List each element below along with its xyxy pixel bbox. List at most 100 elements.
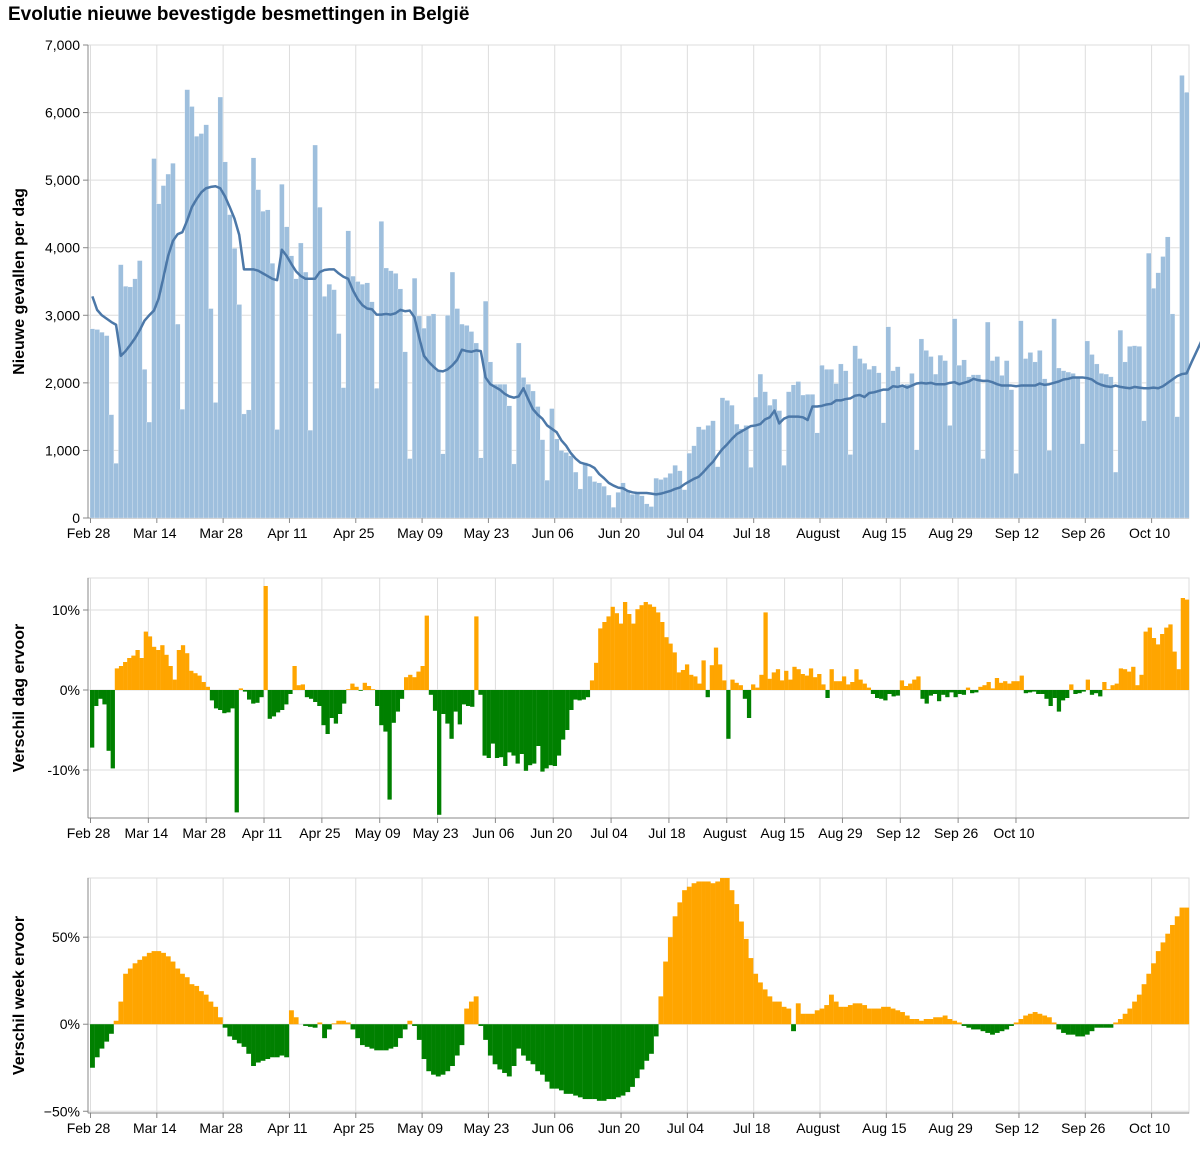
- positive-bar: [734, 904, 740, 1025]
- negative-bar: [454, 1024, 460, 1056]
- negative-bar: [337, 690, 343, 714]
- positive-bar: [1113, 1022, 1119, 1025]
- daily-bar: [1070, 373, 1076, 519]
- positive-bar: [160, 645, 165, 690]
- negative-bar: [358, 690, 363, 691]
- average-line: [91, 184, 1200, 496]
- daily-bar: [231, 248, 238, 519]
- x-tick-label: Mar 28: [182, 825, 226, 841]
- positive-bar: [205, 686, 210, 690]
- x-tick-label: Jul 04: [667, 1120, 705, 1136]
- negative-bar: [399, 690, 405, 699]
- negative-bar: [511, 690, 516, 756]
- positive-bar: [829, 669, 834, 690]
- daily-bar: [710, 420, 716, 519]
- daily-bar: [383, 267, 389, 519]
- positive-bar: [772, 1001, 778, 1025]
- negative-bar: [499, 690, 504, 758]
- x-tick-label: Oct 10: [1129, 525, 1170, 541]
- negative-bar: [568, 1024, 574, 1094]
- negative-bar: [308, 690, 314, 699]
- daily-bar: [1008, 389, 1015, 519]
- daily-bar: [606, 494, 612, 519]
- daily-bar: [658, 479, 664, 519]
- daily-bar: [440, 453, 446, 519]
- x-tick-label: Aug 15: [862, 1120, 907, 1136]
- negative-bar: [487, 1024, 493, 1056]
- negative-bar: [94, 1024, 100, 1058]
- negative-bar: [523, 690, 529, 771]
- positive-bar: [594, 662, 599, 690]
- positive-bar: [139, 658, 144, 690]
- daily-bar: [738, 428, 744, 519]
- negative-bar: [333, 690, 339, 724]
- negative-bar: [271, 690, 277, 717]
- negative-bar: [825, 690, 830, 698]
- negative-bar: [971, 1024, 976, 1030]
- daily-bar: [819, 365, 825, 519]
- y-tick-label: 2,000: [45, 375, 80, 391]
- y-tick-label: 7,000: [45, 37, 80, 53]
- positive-bar: [730, 679, 735, 690]
- positive-bar: [172, 679, 177, 690]
- negative-bar: [957, 690, 962, 694]
- negative-bar: [507, 690, 512, 753]
- negative-bar: [395, 690, 401, 712]
- positive-bar: [858, 679, 863, 690]
- positive-bar: [912, 679, 917, 690]
- positive-bar: [718, 664, 723, 690]
- daily-bar: [478, 457, 484, 519]
- daily-bar: [374, 388, 380, 519]
- daily-bar: [843, 370, 849, 519]
- daily-bar: [1184, 92, 1190, 519]
- daily-bar: [966, 376, 972, 519]
- negative-bar: [236, 1024, 242, 1044]
- daily-bar: [762, 391, 768, 519]
- positive-bar: [293, 1017, 299, 1025]
- daily-bar: [544, 480, 550, 519]
- negative-bar: [577, 1024, 583, 1098]
- negative-bar: [1089, 1024, 1095, 1032]
- daily-bar: [397, 288, 403, 519]
- daily-bar: [625, 490, 631, 519]
- positive-bar: [722, 680, 727, 690]
- negative-bar: [1073, 690, 1078, 694]
- positive-bar: [1174, 916, 1180, 1025]
- daily-bar: [312, 144, 318, 519]
- positive-bar: [602, 622, 607, 690]
- positive-bar: [918, 1020, 924, 1025]
- positive-bar: [697, 683, 702, 690]
- daily-bar: [502, 384, 508, 519]
- daily-bar: [577, 488, 583, 519]
- daily-bar: [563, 452, 569, 519]
- daily-bar: [246, 409, 252, 519]
- x-tick-label: Jun 20: [530, 825, 572, 841]
- daily-bar: [705, 425, 711, 519]
- negative-bar: [247, 690, 252, 700]
- daily-bar: [345, 230, 351, 519]
- negative-bar: [494, 690, 500, 758]
- negative-bar: [519, 690, 524, 754]
- positive-bar: [871, 1008, 877, 1025]
- positive-bar: [1023, 1015, 1029, 1025]
- x-tick-label: Aug 15: [862, 525, 907, 541]
- x-tick-label: May 23: [463, 525, 509, 541]
- daily-bar: [596, 482, 602, 519]
- daily-bar: [847, 454, 853, 519]
- daily-bar: [587, 475, 593, 519]
- positive-bar: [1155, 951, 1161, 1025]
- positive-bar: [668, 643, 673, 690]
- daily-bar: [648, 506, 654, 519]
- daily-bar: [222, 161, 228, 519]
- negative-bar: [961, 690, 967, 695]
- daily-bar: [838, 363, 844, 519]
- positive-bar: [156, 650, 161, 690]
- negative-bar: [549, 1024, 555, 1089]
- daily-bar: [767, 405, 773, 519]
- bar-series: [89, 75, 1190, 519]
- positive-bar: [147, 636, 153, 690]
- daily-bar: [1146, 252, 1152, 519]
- positive-bar: [656, 612, 661, 690]
- daily-bar: [426, 315, 432, 519]
- negative-bar: [255, 1024, 261, 1063]
